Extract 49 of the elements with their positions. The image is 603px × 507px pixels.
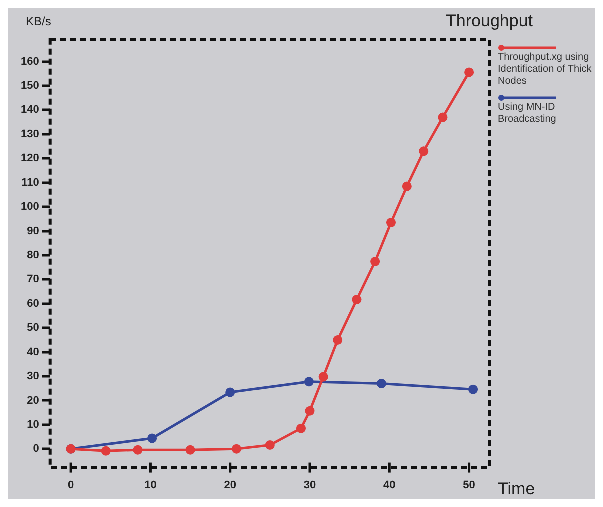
- y-tick-label: 100: [20, 201, 40, 214]
- point: [148, 434, 158, 444]
- x-tick-label: 50: [463, 479, 476, 492]
- point: [464, 68, 474, 78]
- y-tick-label: 90: [27, 225, 40, 238]
- y-tick-label: 140: [20, 104, 40, 116]
- point: [318, 372, 328, 382]
- x-axis-title: Time: [498, 479, 536, 498]
- x-tick-label: 30: [304, 479, 316, 492]
- point: [133, 445, 143, 455]
- x-tick-label: 0: [68, 479, 74, 492]
- x-tick-label: 40: [384, 479, 396, 492]
- y-axis-title: KB/s: [26, 14, 52, 28]
- point: [186, 445, 196, 455]
- point: [370, 257, 380, 267]
- y-tick-label: 10: [27, 418, 40, 431]
- point: [376, 379, 386, 389]
- point: [352, 295, 362, 305]
- y-tick-label: 150: [20, 80, 40, 92]
- y-tick-label: 110: [22, 176, 40, 189]
- point: [438, 112, 448, 122]
- point: [265, 440, 275, 450]
- y-tick-label: 160: [20, 56, 40, 68]
- x-tick-label: 10: [144, 479, 157, 492]
- point: [296, 424, 306, 434]
- y-tick-label: 0: [33, 443, 40, 456]
- point: [101, 446, 111, 456]
- chart-title: Throughput: [446, 12, 534, 31]
- point: [468, 384, 478, 394]
- point: [305, 406, 315, 416]
- point: [402, 182, 412, 192]
- y-tick-label: 40: [27, 346, 40, 358]
- legend-label: Throughput.xg using Identification of Thick Nodes: [498, 52, 593, 88]
- y-tick-label: 130: [20, 128, 40, 140]
- point: [333, 335, 343, 345]
- x-tick-label: 20: [224, 479, 236, 492]
- y-tick-label: 60: [27, 298, 40, 310]
- legend-label: Using MN-ID Broadcasting: [498, 102, 558, 126]
- y-tick-label: 80: [27, 250, 40, 262]
- y-tick-label: 70: [27, 274, 40, 286]
- point: [304, 377, 314, 387]
- y-tick-label: 50: [27, 322, 40, 334]
- y-tick-label: 20: [27, 394, 40, 407]
- point: [419, 146, 429, 156]
- point: [232, 444, 242, 454]
- point: [386, 218, 396, 228]
- y-tick-label: 30: [27, 370, 40, 383]
- y-tick-label: 120: [20, 152, 40, 165]
- point: [226, 388, 236, 398]
